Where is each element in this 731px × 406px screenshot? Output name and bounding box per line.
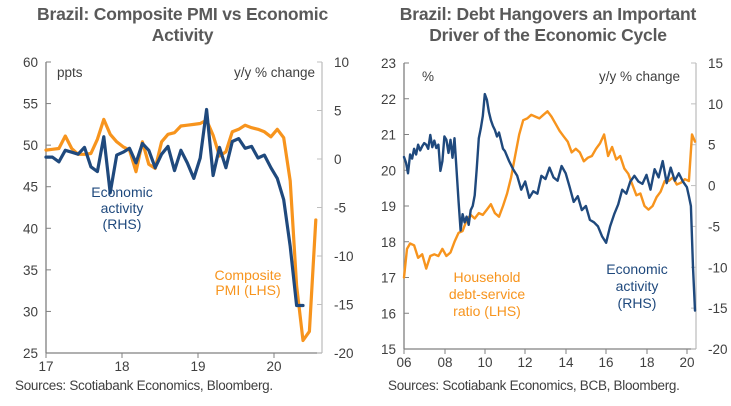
series-annotation-label: Economic	[91, 184, 152, 200]
left-y-tick-label: 55	[23, 97, 38, 112]
series-annotation-label: activity	[101, 200, 144, 216]
x-tick-label: 16	[598, 355, 613, 370]
x-tick-label: 20	[266, 359, 281, 374]
right-y-tick-label: 5	[334, 104, 342, 119]
x-tick-label: 14	[558, 355, 574, 370]
right-y-tick-label: 0	[334, 152, 342, 167]
series-annotation-label: activity	[616, 278, 659, 294]
right-axis-unit-label: y/y % change	[599, 69, 680, 84]
series-annotation-label: Composite	[215, 267, 282, 283]
right-y-tick-label: -10	[334, 249, 354, 264]
series-annotation-label: (RHS)	[618, 295, 657, 311]
left-y-tick-label: 20	[381, 163, 396, 178]
left-y-tick-label: 50	[23, 138, 38, 153]
series-line-lhs	[402, 110, 697, 279]
left-y-tick-label: 30	[23, 304, 38, 319]
series-annotation-label: Economic	[606, 261, 667, 277]
x-tick-label: 17	[38, 359, 53, 374]
series-annotation-label: debt-service	[449, 286, 525, 302]
right-axis-unit-label: y/y % change	[234, 65, 315, 80]
right-y-tick-label: 10	[708, 97, 723, 112]
right-y-tick-label: -20	[334, 346, 354, 361]
left-y-tick-label: 18	[381, 235, 396, 250]
chart-title-right: Brazil: Debt Hangovers an Important Driv…	[365, 4, 731, 46]
right-y-tick-label: 5	[708, 138, 716, 153]
x-tick-label: 18	[639, 355, 654, 370]
left-y-tick-label: 60	[23, 55, 38, 70]
right-y-tick-label: -5	[334, 201, 346, 216]
x-tick-label: 06	[396, 355, 411, 370]
left-y-tick-label: 25	[23, 346, 38, 361]
x-tick-label: 18	[114, 359, 129, 374]
left-y-tick-label: 35	[23, 263, 38, 278]
series-annotation-label: Household	[454, 269, 521, 285]
source-note-left: Sources: Scotiabank Economics, Bloomberg…	[15, 378, 273, 393]
title-line: Activity	[151, 25, 214, 45]
left-y-tick-label: 40	[23, 221, 38, 236]
chart-title-left: Brazil: Composite PMI vs Economic Activi…	[0, 4, 365, 46]
x-tick-label: 19	[190, 359, 205, 374]
left-y-tick-label: 19	[381, 199, 396, 214]
series-annotation-label: PMI (LHS)	[215, 282, 280, 298]
series-line-rhs	[44, 107, 305, 308]
title-line: Brazil: Debt Hangovers an Important	[399, 4, 697, 24]
right-y-tick-label: -10	[708, 260, 728, 275]
right-y-tick-label: -20	[708, 342, 728, 357]
left-y-tick-label: 22	[381, 92, 396, 107]
title-line: Driver of the Economic Cycle	[429, 25, 667, 45]
x-tick-label: 08	[437, 355, 452, 370]
source-note-right: Sources: Scotiabank Economics, BCB, Bloo…	[388, 378, 680, 393]
series-annotation-label: ratio (LHS)	[453, 303, 521, 319]
left-y-tick-label: 23	[381, 56, 396, 71]
series-line-lhs	[44, 117, 318, 343]
left-y-tick-label: 21	[381, 128, 396, 143]
series-line-rhs	[402, 92, 697, 312]
right-y-tick-label: 0	[708, 179, 716, 194]
x-tick-label: 10	[477, 355, 492, 370]
series-annotation-label: (RHS)	[103, 216, 142, 232]
left-y-tick-label: 16	[381, 306, 396, 321]
x-tick-label: 20	[679, 355, 694, 370]
left-y-tick-label: 15	[381, 342, 396, 357]
left-y-tick-label: 45	[23, 180, 38, 195]
right-y-tick-label: -15	[334, 298, 354, 313]
right-y-tick-label: 15	[708, 56, 723, 71]
right-y-tick-label: -5	[708, 219, 720, 234]
right-y-tick-label: 10	[334, 55, 349, 70]
x-tick-label: 12	[517, 355, 532, 370]
right-y-tick-label: -15	[708, 301, 728, 316]
title-line: Brazil: Composite PMI vs Economic	[37, 4, 328, 24]
left-y-tick-label: 17	[381, 271, 396, 286]
left-axis-unit-label: ppts	[57, 65, 83, 80]
left-axis-unit-label: %	[422, 69, 434, 84]
